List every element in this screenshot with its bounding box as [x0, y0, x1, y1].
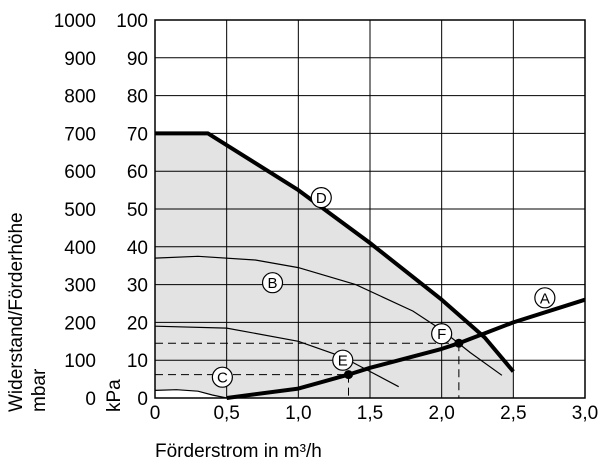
y-tick-mbar: 1000 — [54, 11, 96, 32]
y-tick-mbar: 300 — [64, 276, 96, 297]
curve-label-d: D — [316, 190, 327, 207]
y-tick-kpa: 70 — [127, 124, 148, 145]
y-tick-mbar: 800 — [64, 87, 96, 108]
series-line-d — [155, 131, 515, 373]
curve-label-circle-b — [261, 272, 284, 294]
curve-label-f: F — [437, 326, 446, 343]
y-tick-mbar: 500 — [64, 200, 96, 221]
series-line-a — [226, 297, 586, 400]
y-axis-unit-kpa: kPa — [104, 379, 125, 412]
y-tick-mbar: 200 — [64, 313, 96, 334]
x-tick-label: 3,0 — [572, 403, 598, 424]
curve-labels: A B C D E F — [211, 187, 556, 388]
x-tick-label: 1,5 — [357, 403, 383, 424]
curve-label-circle-d — [310, 187, 332, 209]
x-tick-label: 2,0 — [428, 403, 454, 424]
series-line-c — [154, 389, 227, 399]
y-tick-kpa: 40 — [127, 238, 148, 259]
y-tick-mbar: 900 — [64, 49, 96, 70]
plot-frame — [154, 19, 586, 399]
x-axis-title: Förderstrom in m³/h — [155, 441, 322, 462]
curve-label-circle-e — [332, 349, 354, 371]
y-tick-kpa: 100 — [116, 11, 148, 32]
x-tick-label: 0 — [150, 403, 161, 424]
x-tick-label: 1,0 — [285, 403, 311, 424]
curve-label-a: A — [540, 290, 550, 307]
y-tick-kpa: 80 — [127, 87, 148, 108]
operating-point-e — [344, 370, 353, 380]
y-tick-kpa: 30 — [127, 276, 148, 297]
x-tick-label: 2,5 — [500, 403, 526, 424]
y-tick-kpa: 60 — [127, 162, 148, 183]
curve-label-b: B — [268, 275, 278, 292]
y-tick-mbar: 600 — [64, 162, 96, 183]
y-tick-kpa: 10 — [127, 351, 148, 372]
operating-point-f — [454, 338, 464, 348]
y-axis-title: Widerstand/Förderhöhe — [6, 212, 27, 412]
curve-label-e: E — [338, 353, 348, 370]
curve-label-circle-c — [211, 366, 233, 388]
curve-label-circle-a — [534, 287, 556, 309]
y-tick-mbar: 100 — [64, 351, 96, 372]
curve-label-c: C — [217, 370, 228, 387]
y-tick-mbar: 0 — [85, 389, 96, 410]
x-tick-label: 0,5 — [213, 403, 239, 424]
operating-points — [344, 338, 464, 380]
y-tick-kpa: 90 — [127, 49, 148, 70]
y-tick-kpa: 20 — [127, 313, 148, 334]
y-tick-kpa: 0 — [137, 389, 148, 410]
series-layer — [154, 131, 586, 400]
y-axis-unit-mbar: mbar — [29, 368, 50, 412]
curve-label-circle-f — [431, 323, 453, 345]
tick-labels: 0 0,5 1,0 1,5 2,0 2,5 3,0001010020200303004040… — [54, 11, 598, 424]
y-tick-kpa: 50 — [127, 200, 148, 221]
y-tick-mbar: 700 — [64, 124, 96, 145]
y-tick-mbar: 400 — [64, 238, 96, 259]
series-line-e — [154, 325, 399, 388]
